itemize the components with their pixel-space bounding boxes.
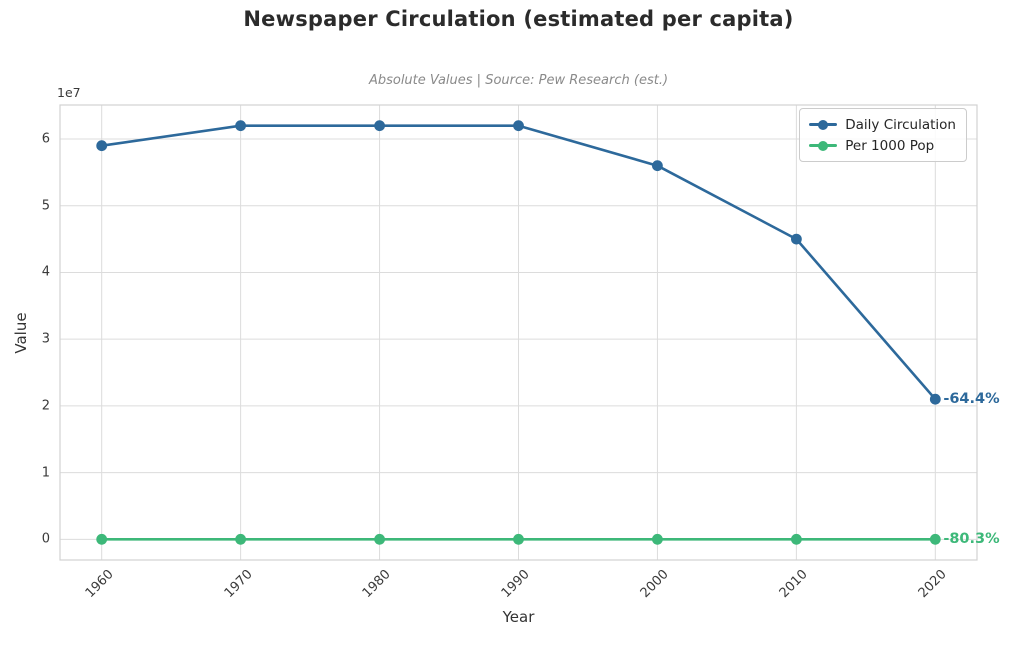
data-point (374, 533, 385, 545)
plot-frame (59, 104, 978, 561)
data-point (652, 533, 663, 545)
data-point (929, 533, 941, 545)
data-point (96, 140, 108, 152)
y-axis-offset-label: 1e7 (57, 85, 81, 100)
legend-label-daily-circulation: Daily Circulation (845, 116, 956, 133)
chart-title: Newspaper Circulation (estimated per cap… (243, 7, 794, 31)
legend-marker-sample (818, 119, 829, 130)
chart-subtitle: Absolute Values | Source: Pew Research (… (368, 73, 669, 88)
data-point (929, 393, 941, 405)
y-tick-label: 5 (41, 198, 50, 214)
y-tick-label: 6 (41, 131, 50, 147)
data-point (513, 120, 524, 132)
data-point (96, 533, 108, 545)
y-tick-label: 2 (41, 398, 50, 414)
y-tick-label: 0 (41, 531, 50, 547)
y-tick-label: 3 (41, 331, 50, 347)
y-tick-label: 1 (41, 465, 50, 481)
y-tick-label: 4 (41, 264, 50, 280)
legend-label-per-1000-pop: Per 1000 Pop (845, 137, 935, 154)
legend-swatch-daily-circulation-icon (809, 119, 838, 130)
data-point (791, 533, 802, 545)
legend-item-per-1000-pop: Per 1000 Pop (809, 135, 956, 156)
annotation-per-1000-pop-change: -80.3% (943, 531, 1000, 548)
data-point (374, 120, 385, 132)
data-point (652, 160, 663, 172)
data-point (235, 120, 247, 132)
annotation-daily-circulation-change: -64.4% (943, 391, 1000, 408)
legend-swatch-per-1000-pop-icon (809, 140, 838, 151)
y-axis-label: Value (12, 312, 30, 354)
x-axis-label: Year (502, 608, 535, 626)
legend-marker-sample (818, 140, 829, 151)
data-point (235, 533, 247, 545)
data-point (791, 233, 802, 245)
legend-item-daily-circulation: Daily Circulation (809, 114, 956, 135)
legend: Daily Circulation Per 1000 Pop (799, 108, 967, 162)
data-point (513, 533, 524, 545)
